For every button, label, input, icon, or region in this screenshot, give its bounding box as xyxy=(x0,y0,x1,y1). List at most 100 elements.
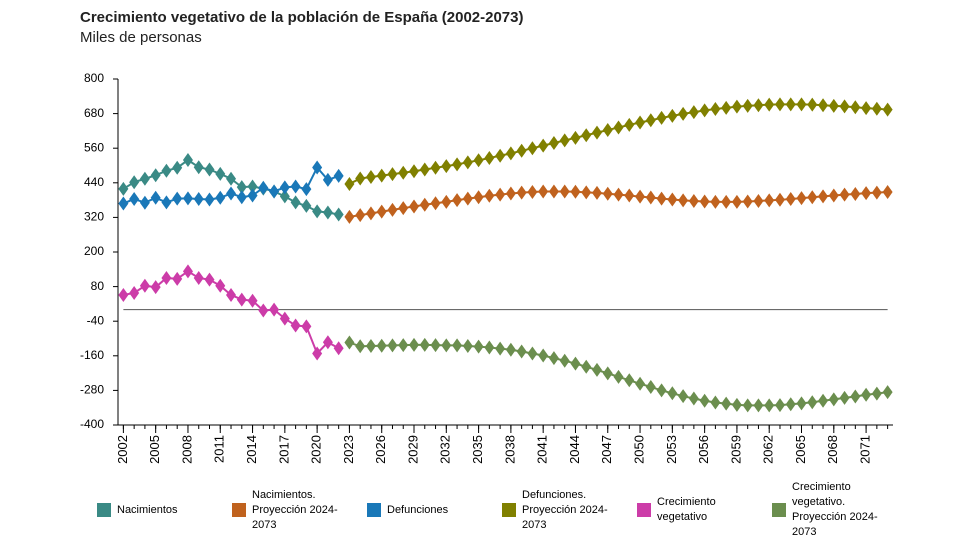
point-marker xyxy=(322,335,333,350)
point-marker xyxy=(118,287,129,302)
point-marker xyxy=(591,125,602,140)
point-marker xyxy=(129,191,140,206)
point-marker xyxy=(236,180,247,195)
y-tick-label: -40 xyxy=(87,313,105,327)
point-marker xyxy=(548,184,559,199)
point-marker xyxy=(731,99,742,114)
x-tick-label: 2008 xyxy=(179,435,194,464)
point-marker xyxy=(495,148,506,163)
point-marker xyxy=(688,105,699,120)
point-marker xyxy=(591,362,602,377)
point-marker xyxy=(764,97,775,112)
x-tick-label: 2023 xyxy=(341,435,356,464)
point-marker xyxy=(226,186,237,201)
x-tick-label: 2032 xyxy=(438,435,453,464)
x-tick-label: 2071 xyxy=(858,435,873,464)
point-marker xyxy=(645,113,656,128)
point-marker xyxy=(258,303,269,318)
y-tick-label: 200 xyxy=(84,244,104,258)
point-marker xyxy=(602,366,613,381)
point-marker xyxy=(678,106,689,121)
point-marker xyxy=(236,292,247,307)
x-tick-label: 2068 xyxy=(825,435,840,464)
point-marker xyxy=(462,155,473,170)
point-marker xyxy=(193,191,204,206)
y-tick-label: -400 xyxy=(80,417,104,431)
y-tick-label: -160 xyxy=(80,348,104,362)
point-marker xyxy=(462,191,473,206)
point-marker xyxy=(645,379,656,394)
point-marker xyxy=(193,160,204,175)
x-tick-label: 2035 xyxy=(470,435,485,464)
point-marker xyxy=(828,98,839,113)
point-marker xyxy=(796,97,807,112)
point-marker xyxy=(774,398,785,413)
point-marker xyxy=(538,138,549,153)
legend: Nacimientos Nacimientos. Proyección 2024-… xyxy=(0,481,980,555)
point-marker xyxy=(807,190,818,205)
point-marker xyxy=(527,346,538,361)
point-marker xyxy=(559,353,570,368)
point-marker xyxy=(419,337,430,352)
legend-label: Defunciones xyxy=(387,503,449,516)
point-marker xyxy=(710,194,721,209)
point-marker xyxy=(279,189,290,204)
legend-entry: Nacimientos xyxy=(97,485,227,535)
x-tick-label: 2017 xyxy=(276,435,291,464)
point-marker xyxy=(699,103,710,118)
point-marker xyxy=(516,185,527,200)
point-marker xyxy=(312,160,323,175)
y-tick-label: 800 xyxy=(84,71,104,85)
point-marker xyxy=(387,202,398,217)
point-marker xyxy=(452,193,463,208)
point-marker xyxy=(785,97,796,112)
point-marker xyxy=(613,369,624,384)
point-marker xyxy=(505,186,516,201)
point-marker xyxy=(269,184,280,199)
point-marker xyxy=(710,395,721,410)
point-marker xyxy=(613,120,624,135)
x-tick-label: 2050 xyxy=(631,435,646,464)
point-marker xyxy=(828,188,839,203)
point-marker xyxy=(484,151,495,166)
x-tick-label: 2041 xyxy=(535,435,550,464)
point-marker xyxy=(818,189,829,204)
legend-swatch xyxy=(367,503,381,517)
point-marker xyxy=(764,193,775,208)
point-marker xyxy=(656,383,667,398)
point-marker xyxy=(344,335,355,350)
legend-entry: Nacimientos. Proyección 2024-2073 xyxy=(232,485,362,535)
point-marker xyxy=(430,160,441,175)
point-marker xyxy=(322,205,333,220)
point-marker xyxy=(559,133,570,148)
point-marker xyxy=(430,338,441,353)
point-marker xyxy=(387,167,398,182)
x-tick-label: 2059 xyxy=(728,435,743,464)
point-marker xyxy=(419,197,430,212)
point-marker xyxy=(688,193,699,208)
point-marker xyxy=(678,389,689,404)
point-marker xyxy=(882,102,893,117)
point-marker xyxy=(645,190,656,205)
point-marker xyxy=(182,191,193,206)
point-marker xyxy=(441,338,452,353)
chart: 800 680 560 440 320 200 80 -40 -160 -280 -400 2002 2… xyxy=(80,71,893,464)
point-marker xyxy=(204,192,215,207)
point-marker xyxy=(290,318,301,333)
point-marker xyxy=(667,192,678,207)
point-marker xyxy=(129,175,140,190)
point-marker xyxy=(226,287,237,302)
point-marker xyxy=(247,293,258,308)
point-marker xyxy=(484,188,495,203)
x-tick-label: 2002 xyxy=(115,435,130,464)
point-marker xyxy=(753,98,764,113)
point-marker xyxy=(602,186,613,201)
point-marker xyxy=(581,128,592,143)
point-marker xyxy=(150,280,161,295)
point-marker xyxy=(139,278,150,293)
point-marker xyxy=(365,338,376,353)
point-marker xyxy=(139,171,150,186)
legend-label: Nacimientos. Proyección 2024-2073 xyxy=(252,488,338,531)
point-marker xyxy=(204,162,215,177)
